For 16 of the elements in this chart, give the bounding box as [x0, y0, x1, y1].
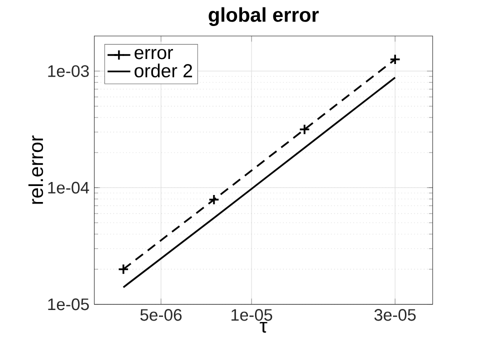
y-tick-label: 1e-04: [48, 182, 90, 194]
point: [298, 124, 310, 135]
x-tick-label: 1e-05: [232, 309, 272, 321]
y-axis-title: rel.error: [28, 135, 44, 204]
point: [208, 194, 220, 206]
x-tick-label: 3e-05: [374, 309, 416, 321]
x-tick-label: 5e-06: [140, 309, 182, 321]
line-series: [122, 76, 396, 288]
chart-title: global error: [208, 7, 319, 26]
legend-label: order 2: [134, 64, 192, 78]
x-axis-title: τ: [260, 322, 268, 333]
point: [390, 54, 401, 65]
y-tick-label: 1e-05: [48, 298, 89, 310]
legend-label: error: [134, 48, 173, 60]
point: [118, 264, 129, 275]
y-tick-label: 1e-03: [48, 65, 89, 77]
